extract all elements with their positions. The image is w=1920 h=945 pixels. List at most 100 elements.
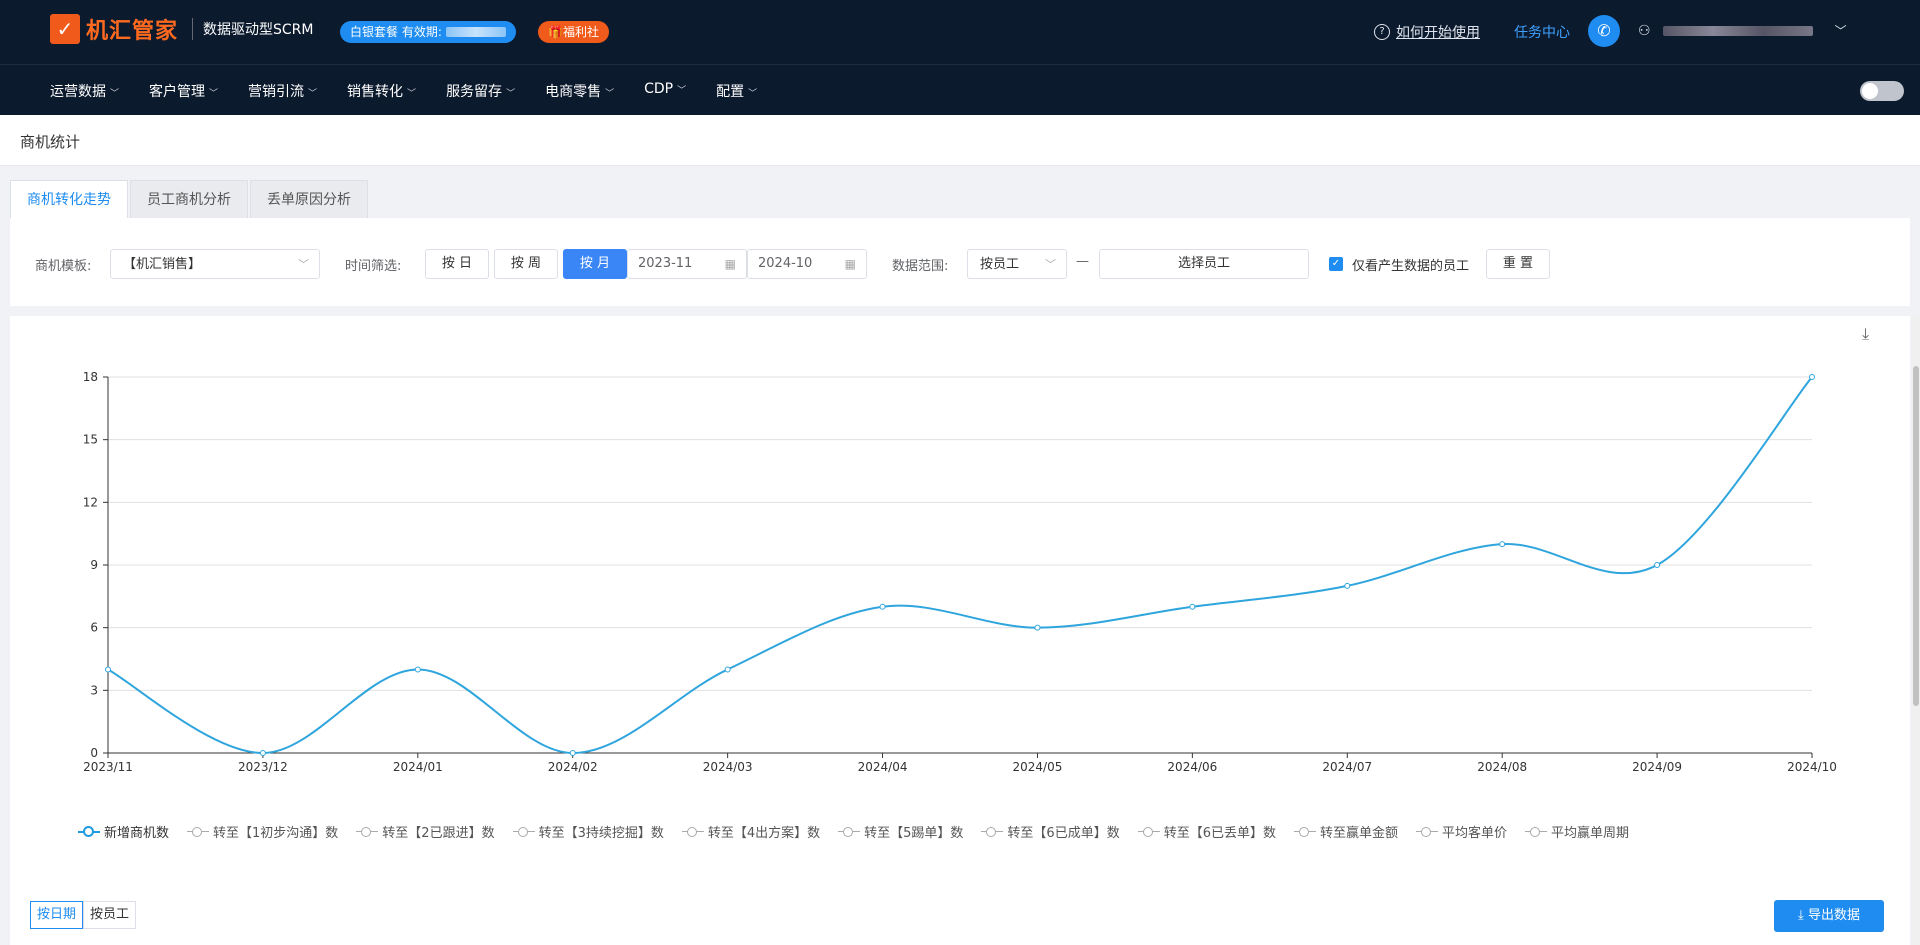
task-center-link[interactable]: 任务中心 bbox=[1514, 25, 1570, 41]
chevron-down-icon: ﹀ bbox=[209, 89, 219, 99]
chevron-down-icon: ﹀ bbox=[110, 89, 120, 99]
nav-item-marketing[interactable]: 营销引流 ﹀ bbox=[248, 84, 318, 100]
nav-item-sales-conversion[interactable]: 销售转化 ﹀ bbox=[347, 84, 417, 100]
legend-marker-icon bbox=[187, 826, 210, 837]
data-range-label: 数据范围: bbox=[892, 259, 949, 274]
chevron-down-icon: ﹀ bbox=[677, 86, 687, 96]
legend-label: 转至【4出方案】数 bbox=[707, 826, 821, 841]
legend-label: 转至赢单金额 bbox=[1319, 826, 1398, 841]
by-staff-button[interactable]: 按员工 bbox=[83, 901, 137, 929]
page-title-bar: 商机统计 bbox=[0, 115, 1920, 166]
template-select[interactable]: 【机汇销售】 ﹀ bbox=[110, 249, 320, 279]
chevron-down-icon: ﹀ bbox=[1834, 24, 1847, 38]
legend-marker-icon bbox=[838, 826, 861, 837]
tab-bar: 商机转化走势 员工商机分析 丢单原因分析 bbox=[10, 180, 370, 220]
legend-label: 转至【1初步沟通】数 bbox=[213, 826, 339, 841]
legend-marker-icon bbox=[78, 825, 100, 837]
legend-label: 平均赢单周期 bbox=[1551, 826, 1630, 841]
legend-item[interactable]: 转至【1初步沟通】数 bbox=[187, 822, 338, 841]
legend-marker-icon bbox=[356, 826, 379, 837]
redacted-username bbox=[1662, 25, 1813, 36]
legend-item[interactable]: 新增商机数 bbox=[78, 822, 169, 841]
legend-label: 转至【2已跟进】数 bbox=[382, 826, 495, 841]
download-icon: ⤓ bbox=[1798, 908, 1804, 923]
legend-item[interactable]: 平均赢单周期 bbox=[1525, 822, 1629, 841]
end-date-value: 2024-10 bbox=[758, 256, 813, 271]
legend-item[interactable]: 转至【3持续挖掘】数 bbox=[512, 822, 664, 841]
calendar-icon: ▦ bbox=[844, 257, 856, 271]
legend-marker-icon bbox=[1137, 826, 1160, 837]
tab-lost-reason[interactable]: 丢单原因分析 bbox=[250, 180, 368, 220]
theme-toggle[interactable] bbox=[1860, 81, 1904, 101]
page-title: 商机统计 bbox=[20, 133, 81, 151]
nav-item-config[interactable]: 配置 ﹀ bbox=[716, 84, 758, 100]
logo-mark-icon: ✓ bbox=[50, 14, 80, 44]
redacted-date bbox=[445, 27, 506, 37]
export-button[interactable]: ⤓ 导出数据 bbox=[1774, 900, 1884, 932]
nav-item-service-retention[interactable]: 服务留存 ﹀ bbox=[446, 84, 516, 100]
legend-label: 转至【5踢单】数 bbox=[864, 826, 964, 841]
reset-button[interactable]: 重 置 bbox=[1486, 249, 1550, 279]
legend-item[interactable]: 转至赢单金额 bbox=[1293, 822, 1398, 841]
tab-conversion-trend[interactable]: 商机转化走势 bbox=[10, 180, 128, 220]
calendar-icon: ▦ bbox=[724, 257, 736, 271]
data-range-value: 按员工 bbox=[980, 257, 1020, 272]
template-select-value: 【机汇销售】 bbox=[123, 257, 202, 272]
question-icon: ? bbox=[1374, 24, 1390, 40]
end-date-picker[interactable]: 2024-10 ▦ bbox=[747, 249, 867, 279]
toggle-knob bbox=[1862, 83, 1878, 99]
by-date-button[interactable]: 按日期 bbox=[30, 901, 84, 929]
legend-item[interactable]: 转至【6已成单】数 bbox=[981, 822, 1120, 841]
only-data-staff-checkbox[interactable]: ✓ bbox=[1329, 257, 1343, 271]
legend-label: 平均客单价 bbox=[1442, 826, 1508, 841]
top-bar: ✓ 机汇管家 数据驱动型SCRM 白银套餐 有效期: 🎁福利社 ? 如何开始使用… bbox=[0, 0, 1920, 64]
nav-item-cdp[interactable]: CDP ﹀ bbox=[644, 81, 687, 97]
legend-label: 转至【6已成单】数 bbox=[1007, 826, 1120, 841]
view-toggle: 按日期 按员工 bbox=[30, 901, 137, 929]
chevron-down-icon: ﹀ bbox=[1045, 258, 1056, 271]
legend-item[interactable]: 转至【5踢单】数 bbox=[838, 822, 963, 841]
chevron-down-icon: ﹀ bbox=[308, 89, 318, 99]
only-data-staff-label: 仅看产生数据的员工 bbox=[1352, 259, 1470, 274]
data-range-select[interactable]: 按员工 ﹀ bbox=[967, 249, 1067, 279]
legend-label: 转至【6已丢单】数 bbox=[1163, 826, 1276, 841]
legend-item[interactable]: 转至【2已跟进】数 bbox=[356, 822, 495, 841]
user-menu[interactable]: ⚇ ﹀ bbox=[1638, 22, 1847, 39]
welfare-badge[interactable]: 🎁福利社 bbox=[538, 21, 609, 43]
time-filter-label: 时间筛选: bbox=[345, 259, 402, 274]
legend-marker-icon bbox=[512, 826, 535, 837]
nav-item-customer-management[interactable]: 客户管理 ﹀ bbox=[149, 84, 219, 100]
legend-item[interactable]: 转至【6已丢单】数 bbox=[1137, 822, 1276, 841]
divider bbox=[192, 18, 194, 40]
legend-item[interactable]: 转至【4出方案】数 bbox=[681, 822, 821, 841]
by-day-button[interactable]: 按 日 bbox=[425, 249, 489, 279]
select-staff-input[interactable]: 选择员工 bbox=[1099, 249, 1309, 279]
chart-legend: 新增商机数 转至【1初步沟通】数 转至【2已跟进】数 转至【3持续挖掘】数 转至【4出方… bbox=[78, 822, 1647, 841]
start-date-picker[interactable]: 2023-11 ▦ bbox=[627, 249, 747, 279]
legend-marker-icon bbox=[981, 826, 1004, 837]
download-icon[interactable]: ⤓ bbox=[1862, 324, 1870, 343]
start-date-value: 2023-11 bbox=[638, 256, 693, 271]
plan-badge[interactable]: 白银套餐 有效期: bbox=[340, 21, 516, 43]
logo[interactable]: ✓ 机汇管家 数据驱动型SCRM bbox=[50, 13, 313, 45]
scrollbar-thumb[interactable] bbox=[1913, 366, 1919, 706]
by-month-button[interactable]: 按 月 bbox=[563, 249, 627, 279]
chart-panel bbox=[10, 316, 1910, 945]
by-week-button[interactable]: 按 周 bbox=[494, 249, 558, 279]
tab-staff-analysis[interactable]: 员工商机分析 bbox=[130, 180, 248, 220]
chevron-down-icon: ﹀ bbox=[407, 89, 417, 99]
legend-marker-icon bbox=[681, 826, 704, 837]
phone-icon[interactable]: ✆ bbox=[1588, 15, 1620, 47]
scrollbar[interactable] bbox=[1912, 316, 1920, 945]
user-icon: ⚇ bbox=[1638, 22, 1651, 39]
plan-badge-label: 白银套餐 有效期: bbox=[350, 25, 442, 39]
nav-item-operation-data[interactable]: 运营数据 ﹀ bbox=[50, 84, 120, 100]
nav-item-ecommerce[interactable]: 电商零售 ﹀ bbox=[545, 84, 615, 100]
filter-panel: 商机模板: 【机汇销售】 ﹀ 时间筛选: 按 日 按 周 按 月 2023-11… bbox=[10, 218, 1910, 306]
legend-item[interactable]: 平均客单价 bbox=[1416, 822, 1507, 841]
range-dash: — bbox=[1076, 254, 1089, 269]
help-link[interactable]: ? 如何开始使用 bbox=[1374, 22, 1480, 42]
legend-marker-icon bbox=[1525, 826, 1548, 837]
chevron-down-icon: ﹀ bbox=[748, 89, 758, 99]
chevron-down-icon: ﹀ bbox=[506, 89, 516, 99]
